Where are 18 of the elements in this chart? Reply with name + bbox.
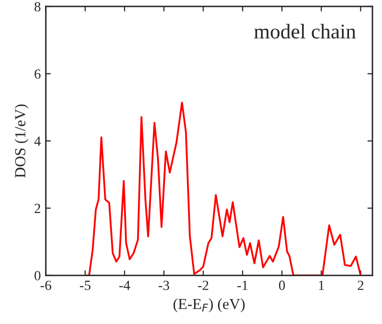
x-tick-label: 0 <box>279 280 285 290</box>
y-axis-title: DOS (1/eV) <box>14 104 28 178</box>
y-tick-label: 4 <box>34 136 41 146</box>
x-tick-label: -4 <box>119 280 130 290</box>
y-tick-label: 8 <box>34 2 40 12</box>
y-tick-label: 6 <box>34 69 41 79</box>
x-tick-label: -5 <box>80 280 90 290</box>
y-tick-label: 0 <box>34 270 40 280</box>
line-series <box>86 102 362 276</box>
y-tick-label: 2 <box>34 204 40 213</box>
x-tick-label: 1 <box>319 280 324 290</box>
x-tick-label: -6 <box>40 280 52 290</box>
annotation: model chain <box>254 24 356 39</box>
x-tick-label: -2 <box>198 280 208 290</box>
x-axis-title: (E-E$_{F}$) (eV) <box>174 298 245 312</box>
x-tick-label: 2 <box>358 280 364 290</box>
x-tick-label: -1 <box>237 280 248 290</box>
x-tick-label: -3 <box>158 280 170 290</box>
